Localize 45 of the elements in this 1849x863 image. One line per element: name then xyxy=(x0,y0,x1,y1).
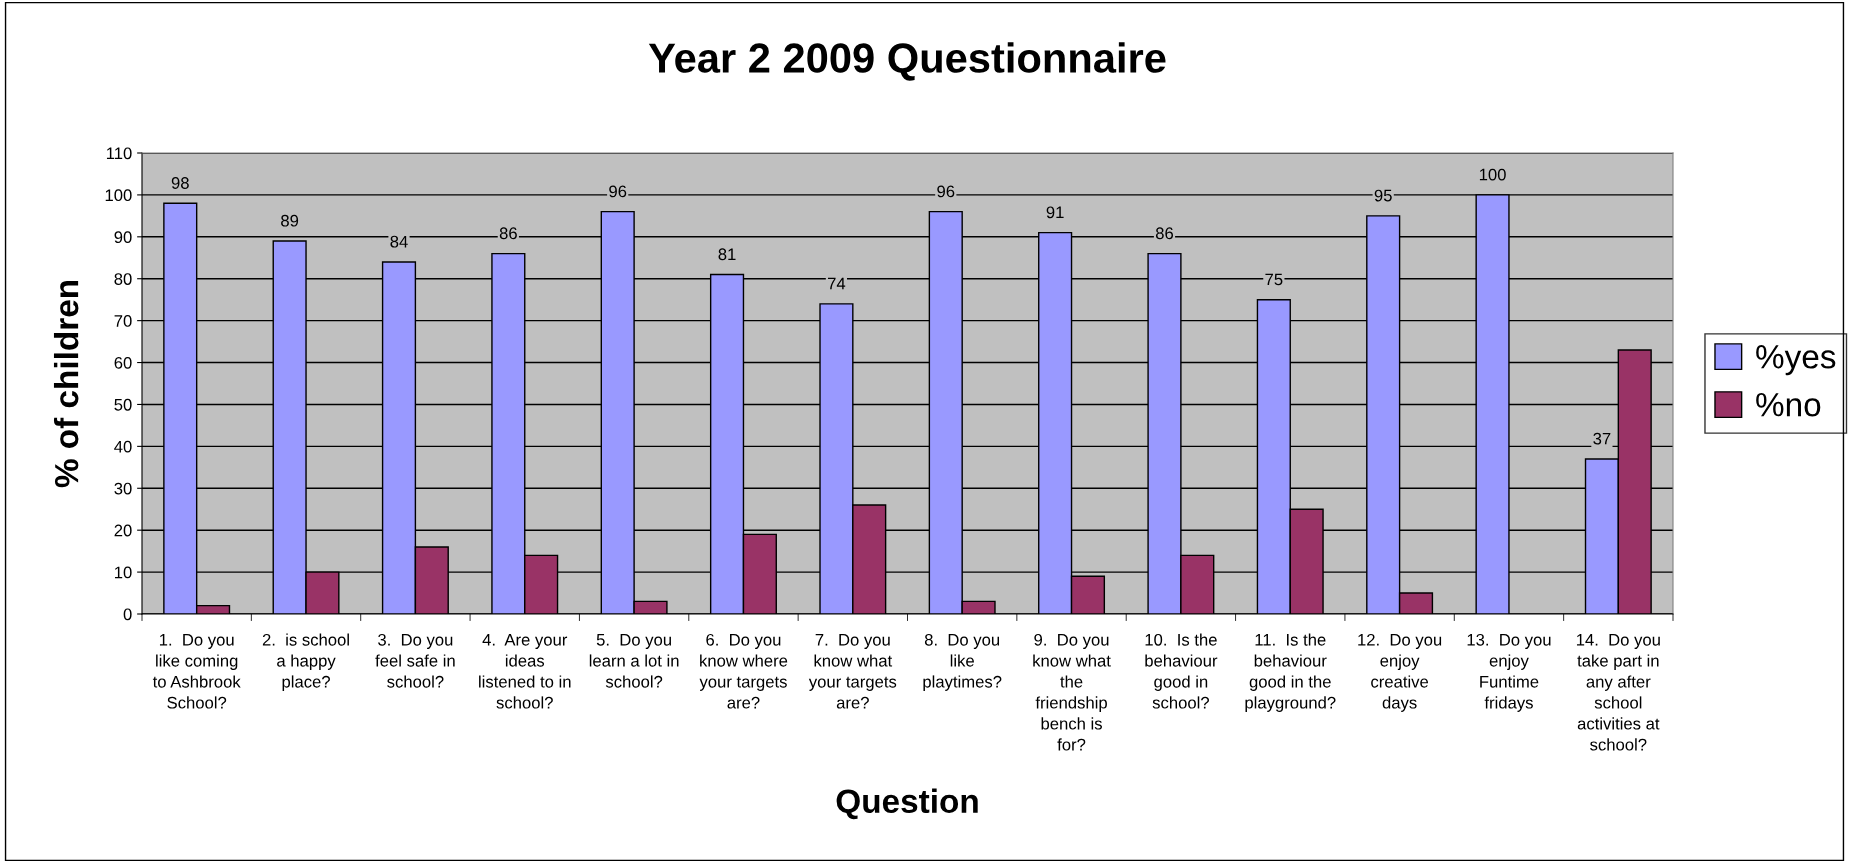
x-tick-label: 11. Is the behaviour good in the playground? xyxy=(1245,633,1336,712)
x-tick-label: 12. Do you enjoy creative days xyxy=(1358,633,1442,712)
data-label: 86 xyxy=(499,227,517,240)
data-label: 86 xyxy=(1155,227,1174,240)
data-label: 75 xyxy=(1265,273,1283,286)
y-axis-title: % of children xyxy=(53,280,79,488)
data-label: 98 xyxy=(171,177,189,189)
legend-label: %no xyxy=(1756,393,1821,417)
x-tick-label: 4. Are your ideas listened to in school? xyxy=(479,634,571,709)
x-tick-label: 8. Do you like playtimes? xyxy=(923,633,1002,691)
data-label: 37 xyxy=(1593,432,1611,445)
y-tick-label: 60 xyxy=(114,356,132,369)
x-tick-label: 13. Do you enjoy Funtime fridays xyxy=(1467,633,1551,712)
y-tick-label: 110 xyxy=(106,147,132,160)
y-tick-label: 80 xyxy=(114,273,132,285)
y-tick-label: 20 xyxy=(114,524,132,537)
x-tick-label: 6. Do you know where your targets are? xyxy=(699,633,788,709)
y-tick-label: 90 xyxy=(114,231,132,244)
x-tick-label: 14. Do you take part in any after school activities at school? xyxy=(1576,634,1660,751)
data-label: 81 xyxy=(718,248,736,261)
legend-label: %yes xyxy=(1756,345,1836,376)
data-label: 100 xyxy=(1479,168,1506,181)
data-label: 96 xyxy=(937,185,955,198)
data-label: 89 xyxy=(281,214,299,227)
chart-title: Year 2 2009 Questionnaire xyxy=(648,42,1166,81)
x-axis-title: Question xyxy=(836,788,978,820)
data-label: 74 xyxy=(828,277,846,290)
x-tick-label: 2. is school a happy place? xyxy=(262,633,349,691)
data-label: 96 xyxy=(609,185,627,198)
y-tick-label: 70 xyxy=(114,315,132,327)
data-label: 84 xyxy=(390,235,408,248)
y-tick-label: 50 xyxy=(114,398,132,411)
x-tick-label: 3. Do you feel safe in school? xyxy=(375,633,455,688)
x-tick-label: 5. Do you learn a lot in school? xyxy=(589,634,679,688)
data-label: 95 xyxy=(1374,189,1392,202)
x-tick-label: 7. Do you know what your targets are? xyxy=(808,634,897,709)
y-tick-label: 100 xyxy=(105,189,132,202)
x-tick-label: 10. Is the behaviour good in school? xyxy=(1145,633,1218,709)
y-tick-label: 0 xyxy=(123,608,132,621)
y-tick-label: 40 xyxy=(114,440,132,453)
x-tick-label: 9. Do you know what the friendship bench is for? xyxy=(1033,633,1111,751)
y-tick-label: 10 xyxy=(115,566,132,579)
data-label: 91 xyxy=(1046,206,1064,219)
y-tick-label: 30 xyxy=(114,482,132,495)
x-tick-label: 1. Do you like coming to Ashbrook School? xyxy=(152,634,241,709)
